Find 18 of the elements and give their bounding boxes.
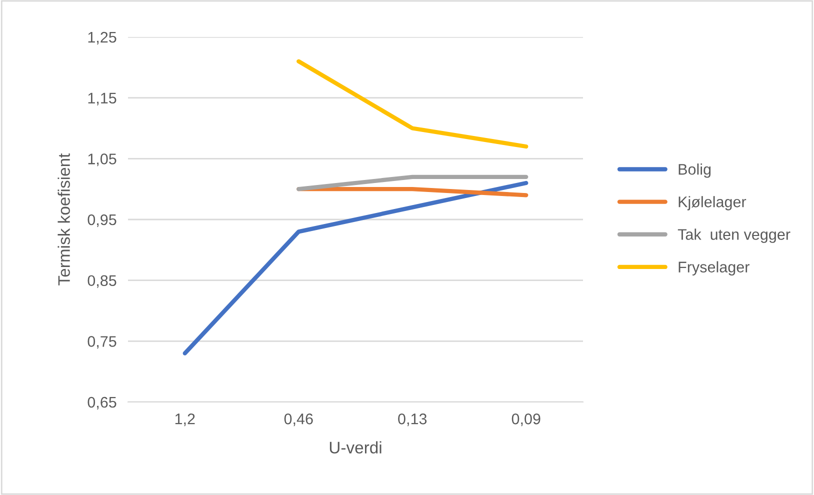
x-tick-label: 0,46 xyxy=(284,414,313,426)
y-tick-label: 1,25 xyxy=(88,32,116,44)
legend-label: Fryselager xyxy=(678,261,750,276)
y-tick-label: 1,05 xyxy=(88,154,116,166)
legend-label: Bolig xyxy=(678,164,711,178)
legend-label: Kjølelager xyxy=(678,196,746,210)
x-axis-title: U-verdi xyxy=(330,441,382,454)
x-tick-label: 0,13 xyxy=(398,414,427,426)
y-axis-title: Termisk koefisient xyxy=(58,153,70,286)
y-tick-label: 0,75 xyxy=(88,336,116,349)
legend-label: Tak uten vegger xyxy=(678,228,790,243)
y-tick-label: 0,85 xyxy=(88,275,116,288)
y-tick-label: 1,15 xyxy=(88,92,116,106)
x-tick-label: 0,09 xyxy=(512,414,540,426)
x-tick-label: 1,2 xyxy=(175,414,195,426)
y-tick-label: 0,95 xyxy=(88,214,116,227)
line-series xyxy=(182,180,528,356)
y-tick-label: 0,65 xyxy=(88,396,116,410)
